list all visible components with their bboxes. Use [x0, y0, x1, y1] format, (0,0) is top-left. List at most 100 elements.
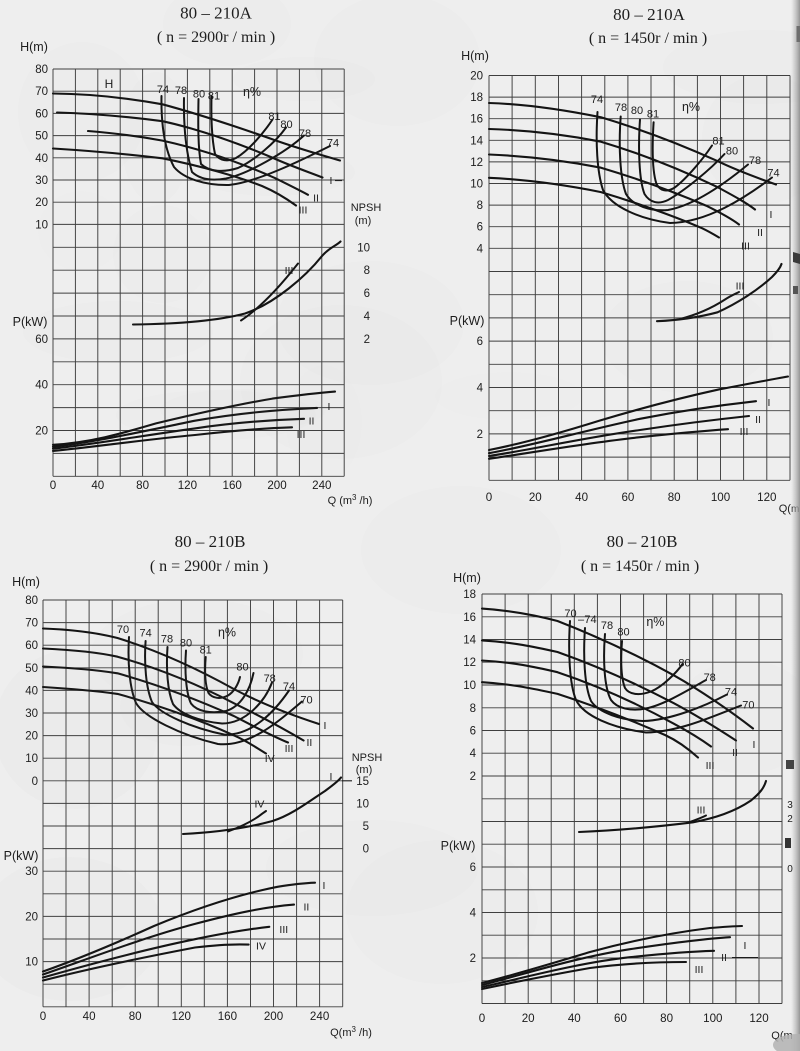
svg-text:40: 40: [25, 685, 38, 697]
svg-text:III: III: [279, 924, 288, 936]
svg-text:60: 60: [25, 640, 38, 652]
svg-text:81: 81: [200, 645, 212, 657]
svg-text:I: I: [330, 771, 333, 783]
svg-text:4: 4: [477, 383, 484, 395]
svg-text:P(kW): P(kW): [450, 314, 485, 328]
svg-text:50: 50: [35, 131, 48, 143]
svg-text:120: 120: [178, 479, 197, 492]
svg-text:4: 4: [477, 243, 484, 255]
svg-text:80 – 210B: 80 – 210B: [607, 532, 678, 551]
svg-text:16: 16: [463, 612, 476, 624]
svg-text:60: 60: [621, 491, 634, 504]
svg-text:74: 74: [283, 681, 295, 693]
svg-text:0: 0: [40, 1010, 46, 1023]
svg-text:40: 40: [575, 491, 588, 504]
svg-text:78: 78: [704, 672, 716, 684]
svg-text:80: 80: [280, 119, 292, 131]
svg-text:78: 78: [601, 620, 613, 632]
svg-text:2: 2: [470, 771, 476, 783]
svg-text:40: 40: [83, 1010, 96, 1023]
svg-text:III: III: [697, 804, 706, 816]
svg-text:14: 14: [463, 635, 476, 647]
svg-text:74: 74: [327, 138, 339, 150]
svg-text:70: 70: [35, 86, 48, 98]
svg-text:NPSH: NPSH: [351, 202, 382, 214]
svg-text:14: 14: [470, 135, 483, 147]
svg-text:74: 74: [767, 168, 779, 180]
svg-text:80: 80: [180, 637, 192, 649]
svg-text:0: 0: [32, 776, 38, 788]
svg-text:2: 2: [787, 814, 793, 825]
svg-text:H(m): H(m): [461, 49, 489, 63]
svg-text:15: 15: [356, 776, 369, 788]
svg-text:4: 4: [364, 311, 371, 323]
svg-text:2: 2: [470, 953, 476, 965]
svg-text:70: 70: [742, 699, 754, 711]
svg-text:III: III: [297, 429, 306, 441]
svg-text:10: 10: [357, 242, 370, 254]
svg-text:80: 80: [678, 658, 690, 670]
svg-text:74: 74: [157, 84, 169, 96]
svg-text:60: 60: [614, 1012, 627, 1025]
svg-text:18: 18: [463, 589, 476, 601]
svg-text:120: 120: [749, 1012, 768, 1025]
svg-text:0: 0: [363, 844, 369, 856]
svg-text:80: 80: [35, 64, 48, 76]
svg-text:20: 20: [25, 911, 38, 923]
svg-text:10: 10: [25, 957, 38, 969]
svg-text:80: 80: [136, 479, 149, 492]
svg-text:I: I: [770, 209, 773, 221]
svg-text:70: 70: [117, 624, 129, 636]
svg-text:IV: IV: [256, 941, 266, 953]
svg-text:( n = 1450r / min ): ( n = 1450r / min ): [589, 30, 707, 47]
svg-text:2: 2: [477, 429, 483, 441]
svg-text:80: 80: [660, 1012, 673, 1025]
svg-text:Q(m3 /h): Q(m3 /h): [330, 1025, 372, 1039]
svg-text:(m): (m): [355, 215, 372, 227]
svg-text:8: 8: [477, 200, 483, 212]
svg-text:η%: η%: [646, 615, 664, 629]
svg-text:10: 10: [25, 753, 38, 765]
svg-text:10: 10: [35, 219, 48, 231]
svg-text:78: 78: [749, 155, 761, 167]
svg-text:74: 74: [725, 687, 737, 699]
svg-text:6: 6: [470, 726, 476, 738]
svg-text:40: 40: [35, 153, 48, 165]
svg-text:II: II: [303, 902, 309, 914]
svg-text:NPSH: NPSH: [352, 752, 383, 764]
svg-text:160: 160: [223, 479, 242, 492]
svg-text:78: 78: [161, 634, 173, 646]
svg-text:74: 74: [584, 614, 596, 626]
svg-text:12: 12: [463, 657, 476, 669]
svg-text:IV: IV: [265, 753, 275, 765]
svg-text:40: 40: [568, 1012, 581, 1025]
svg-text:74: 74: [139, 628, 151, 640]
svg-text:II: II: [732, 747, 738, 759]
svg-text:78: 78: [299, 128, 311, 140]
svg-text:6: 6: [364, 288, 370, 300]
svg-text:III: III: [285, 743, 294, 755]
svg-text:20: 20: [35, 426, 48, 438]
svg-text:40: 40: [35, 380, 48, 392]
svg-text:10: 10: [470, 179, 483, 191]
svg-text:80: 80: [25, 595, 38, 607]
svg-text:80 – 210A: 80 – 210A: [613, 5, 686, 24]
svg-text:I: I: [768, 397, 771, 409]
svg-text:80: 80: [193, 89, 205, 101]
svg-text:60: 60: [35, 334, 48, 346]
svg-text:6: 6: [477, 222, 483, 234]
svg-text:(m): (m): [356, 764, 373, 776]
svg-text:20: 20: [25, 731, 38, 743]
svg-text:P(kW): P(kW): [441, 839, 476, 853]
svg-text:II: II: [757, 227, 763, 239]
svg-text:81: 81: [712, 136, 724, 148]
svg-text:II: II: [309, 416, 315, 428]
svg-text:–: –: [578, 614, 585, 626]
svg-text:H(m): H(m): [453, 571, 481, 585]
svg-text:II: II: [306, 737, 312, 749]
svg-text:80 – 210A: 80 – 210A: [180, 4, 253, 23]
svg-text:20: 20: [35, 197, 48, 209]
svg-text:200: 200: [264, 1010, 283, 1023]
svg-text:80: 80: [236, 662, 248, 674]
svg-text:( n = 2900r / min ): ( n = 2900r / min ): [150, 558, 268, 575]
